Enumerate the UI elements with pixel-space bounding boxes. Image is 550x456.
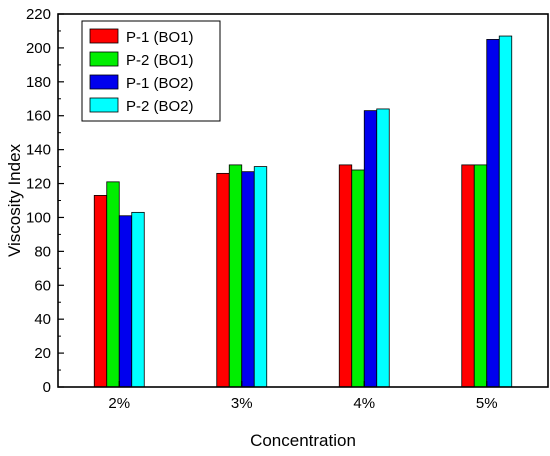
bars-group [93,35,513,388]
axis-ticks: 0 20 40 60 80 100 120 140 160 180 200 220 2% 3% 4% 5% [26,6,498,412]
bar [351,169,365,388]
bar [486,39,500,388]
y-tick-label: 40 [34,311,51,328]
legend-label: P-2 (BO1) [126,52,194,69]
bar [473,164,488,388]
y-tick-label: 100 [26,209,51,226]
legend-swatch [89,28,119,44]
bar [228,164,243,388]
bar [376,108,390,388]
bar [461,164,475,388]
y-tick-label: 220 [26,6,51,23]
x-tick-label: 4% [353,395,375,412]
bar [241,171,255,388]
y-tick-label: 200 [26,40,51,57]
y-tick-label: 140 [26,142,51,159]
bar [93,195,108,388]
x-axis-title: Concentration [250,431,356,450]
y-tick-label: 60 [34,277,51,294]
y-tick-label: 0 [43,379,51,396]
y-tick-label: 180 [26,74,51,91]
legend-label: P-1 (BO1) [126,29,194,46]
legend: P-1 (BO1) P-2 (BO1) P-1 (BO2) P-2 (BO2) [81,20,221,122]
y-tick-label: 20 [34,345,51,362]
y-tick-label: 160 [26,108,51,125]
bar [216,172,230,388]
y-tick-label: 80 [34,243,51,260]
x-tick-label: 3% [231,395,253,412]
x-tick-label: 2% [108,395,130,412]
bar [118,215,133,388]
bar [363,110,378,388]
bar [131,211,145,388]
bar [253,166,268,388]
legend-swatch [89,97,119,113]
legend-label: P-1 (BO2) [126,75,194,92]
x-tick-label: 5% [476,395,498,412]
y-axis-title: Viscosity Index [5,143,24,257]
bar [338,164,353,388]
bar [498,35,513,388]
legend-swatch [89,51,119,67]
bar [106,181,120,388]
y-tick-label: 120 [26,176,51,193]
legend-swatch [89,74,119,90]
legend-label: P-2 (BO2) [126,98,194,115]
